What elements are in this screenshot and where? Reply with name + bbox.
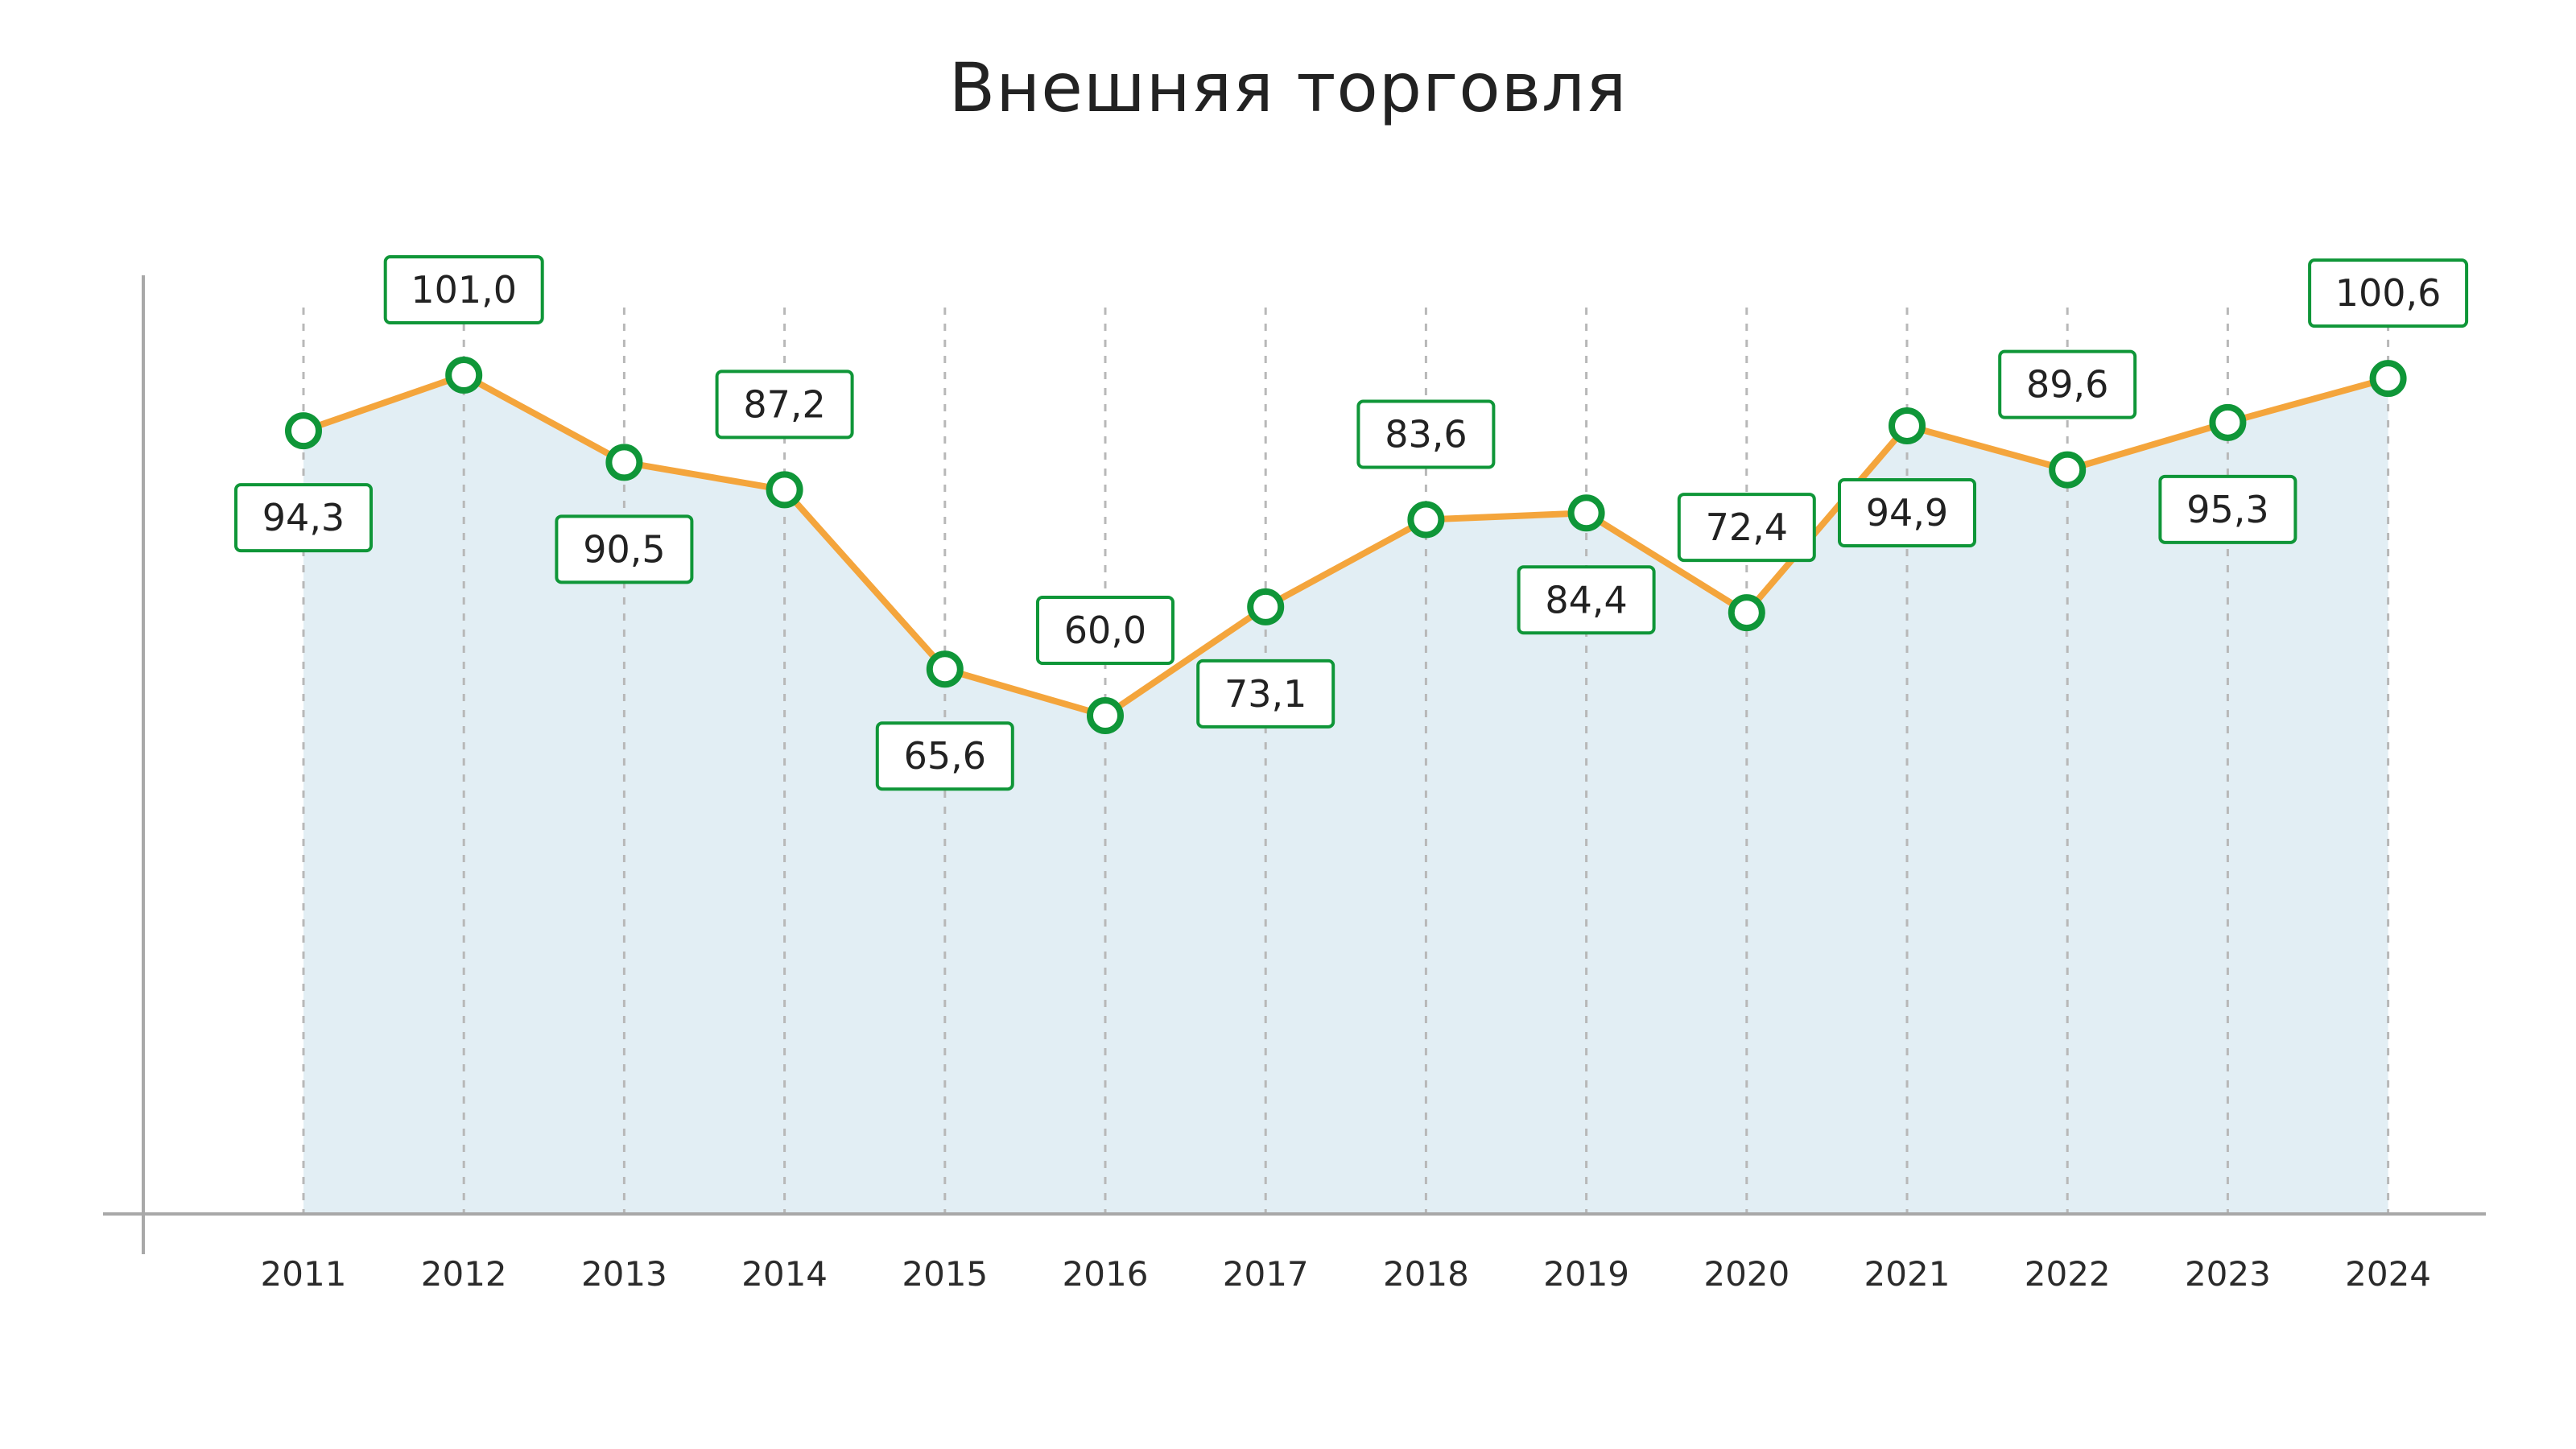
x-tick-label: 2021 xyxy=(1864,1254,1951,1294)
data-point xyxy=(445,357,483,394)
data-label: 100,6 xyxy=(2308,258,2469,328)
data-label: 73,1 xyxy=(1196,658,1335,729)
x-tick-label: 2014 xyxy=(741,1254,828,1294)
data-label-box xyxy=(715,369,854,440)
data-label-box xyxy=(1998,349,2137,419)
area-fill xyxy=(303,375,2388,1215)
data-point xyxy=(2049,451,2087,489)
data-label-text: 90,5 xyxy=(583,527,665,571)
data-label-box xyxy=(2308,258,2469,328)
data-point xyxy=(2369,360,2407,398)
data-label-text: 65,6 xyxy=(904,734,986,778)
data-label: 65,6 xyxy=(875,721,1014,791)
x-tick-label: 2016 xyxy=(1063,1254,1149,1294)
data-label-box xyxy=(555,514,694,584)
chart-title: Внешняя торговля xyxy=(948,48,1628,127)
data-point xyxy=(766,471,803,509)
x-tick-label: 2024 xyxy=(2345,1254,2431,1294)
data-point xyxy=(1728,594,1765,632)
data-point xyxy=(2209,403,2247,441)
x-tick-label: 2023 xyxy=(2185,1254,2271,1294)
x-tick-label: 2012 xyxy=(421,1254,507,1294)
x-tick-label: 2017 xyxy=(1223,1254,1309,1294)
data-label-box xyxy=(2158,474,2297,544)
data-label-text: 83,6 xyxy=(1385,413,1467,456)
data-label: 94,3 xyxy=(234,483,373,553)
data-point xyxy=(1087,697,1124,734)
data-point xyxy=(1407,501,1445,539)
data-label-box xyxy=(1356,399,1496,469)
label-layer: 94,3 101,0 90,5 87,2 65,6 60,0 73,1 83,6 84,4 72,… xyxy=(234,255,2469,791)
data-label-text: 84,4 xyxy=(1545,578,1627,621)
data-point xyxy=(926,650,964,688)
data-label: 87,2 xyxy=(715,369,854,440)
data-label: 83,6 xyxy=(1356,399,1496,469)
tick-layer: 2011 2012 2013 2014 2015 2016 2017 2018 2019 2020… xyxy=(261,1254,2431,1294)
x-tick-label: 2022 xyxy=(2025,1254,2111,1294)
data-label-box xyxy=(1838,477,1976,547)
data-label-text: 73,1 xyxy=(1224,672,1307,716)
data-label: 72,4 xyxy=(1677,493,1816,563)
data-label-box xyxy=(383,255,544,325)
data-label-text: 72,4 xyxy=(1706,506,1788,549)
data-label-box xyxy=(1517,565,1656,635)
point-layer xyxy=(285,357,2407,734)
data-label-box xyxy=(1196,658,1335,729)
data-label-box xyxy=(875,721,1014,791)
data-label-text: 60,0 xyxy=(1064,609,1146,652)
data-point xyxy=(1567,494,1605,532)
data-label-box xyxy=(1036,596,1174,665)
data-label: 90,5 xyxy=(555,514,694,584)
data-label-text: 94,3 xyxy=(262,496,345,539)
x-tick-label: 2018 xyxy=(1383,1254,1469,1294)
line-layer xyxy=(302,372,2389,719)
data-label-text: 94,9 xyxy=(1866,491,1948,535)
data-label: 94,9 xyxy=(1838,477,1976,547)
data-label-text: 95,3 xyxy=(2186,488,2268,531)
x-tick-label: 2020 xyxy=(1703,1254,1790,1294)
data-label: 84,4 xyxy=(1517,565,1656,635)
data-point xyxy=(1889,407,1926,444)
x-tick-label: 2019 xyxy=(1543,1254,1629,1294)
x-tick-label: 2011 xyxy=(261,1254,347,1294)
data-label: 95,3 xyxy=(2158,474,2297,544)
data-label-text: 89,6 xyxy=(2026,363,2108,407)
data-point xyxy=(285,412,322,450)
x-tick-label: 2013 xyxy=(581,1254,667,1294)
data-label: 101,0 xyxy=(383,255,544,325)
x-tick-label: 2015 xyxy=(902,1254,988,1294)
data-label-box xyxy=(1677,493,1816,563)
data-label: 60,0 xyxy=(1036,596,1174,665)
series-line xyxy=(302,372,2389,719)
data-label-text: 87,2 xyxy=(743,382,825,426)
data-label: 89,6 xyxy=(1998,349,2137,419)
data-label-box xyxy=(234,483,373,553)
data-label-text: 100,6 xyxy=(2335,271,2442,315)
axis-layer xyxy=(103,275,2486,1254)
data-label-text: 101,0 xyxy=(411,268,517,312)
area-layer xyxy=(303,375,2388,1215)
data-point xyxy=(605,444,643,481)
data-point xyxy=(1247,588,1285,625)
